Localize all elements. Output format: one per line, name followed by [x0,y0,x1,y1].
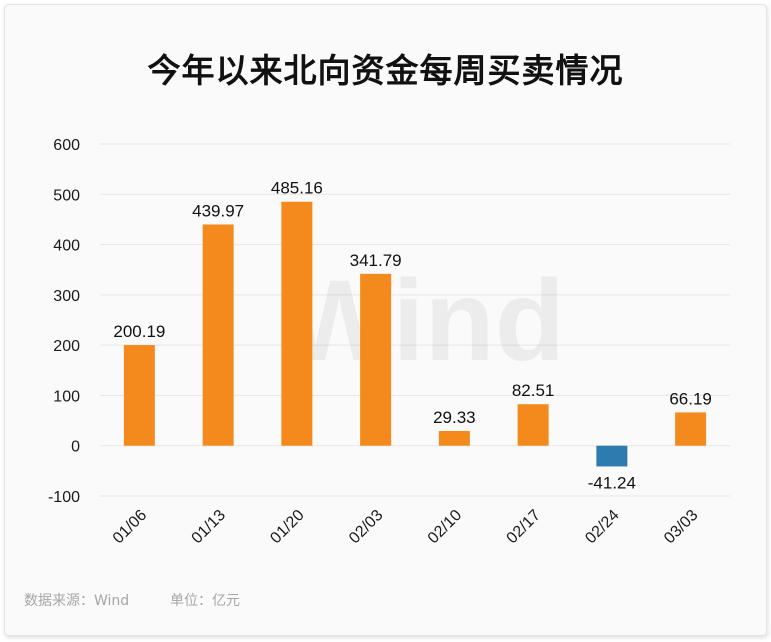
bar-02-10 [438,430,470,446]
x-tick-label: 02/03 [346,507,386,547]
x-tick-label: 01/06 [110,507,150,547]
x-tick-label: 01/20 [267,507,307,547]
y-tick-label: 600 [53,137,80,154]
y-tick-label: 300 [53,288,80,305]
x-tick-label: 02/24 [582,507,622,547]
bar-03-03 [675,412,707,446]
data-label: 439.97 [192,201,244,220]
x-tick-label: 02/10 [425,507,465,547]
data-label: 200.19 [113,322,165,341]
x-tick-label: 03/03 [661,507,701,547]
y-tick-label: -100 [48,489,80,506]
y-tick-label: 400 [53,238,80,255]
data-label: 82.51 [512,381,555,400]
data-label: 29.33 [433,408,476,427]
y-tick-label: 200 [53,338,80,355]
data-label: -41.24 [588,473,636,492]
bar-01-13 [202,224,234,446]
x-tick-label: 01/13 [189,507,229,547]
bar-02-03 [360,273,392,446]
y-tick-label: 0 [71,439,80,456]
y-tick-label: 500 [53,187,80,204]
unit-note: 单位：亿元 [170,593,240,609]
x-tick-label: 02/17 [504,507,544,547]
y-tick-label: 100 [53,388,80,405]
bar-02-17 [517,404,549,446]
watermark: Wind [285,257,565,385]
bar-01-20 [281,201,313,446]
chart-title: 今年以来北向资金每周买卖情况 [147,51,624,90]
data-label: 66.19 [669,389,712,408]
bar-02-24 [596,445,628,467]
data-label: 485.16 [271,179,323,198]
bar-01-06 [123,345,155,446]
data-label: 341.79 [350,251,402,270]
source-note: 数据来源：Wind [24,593,130,609]
